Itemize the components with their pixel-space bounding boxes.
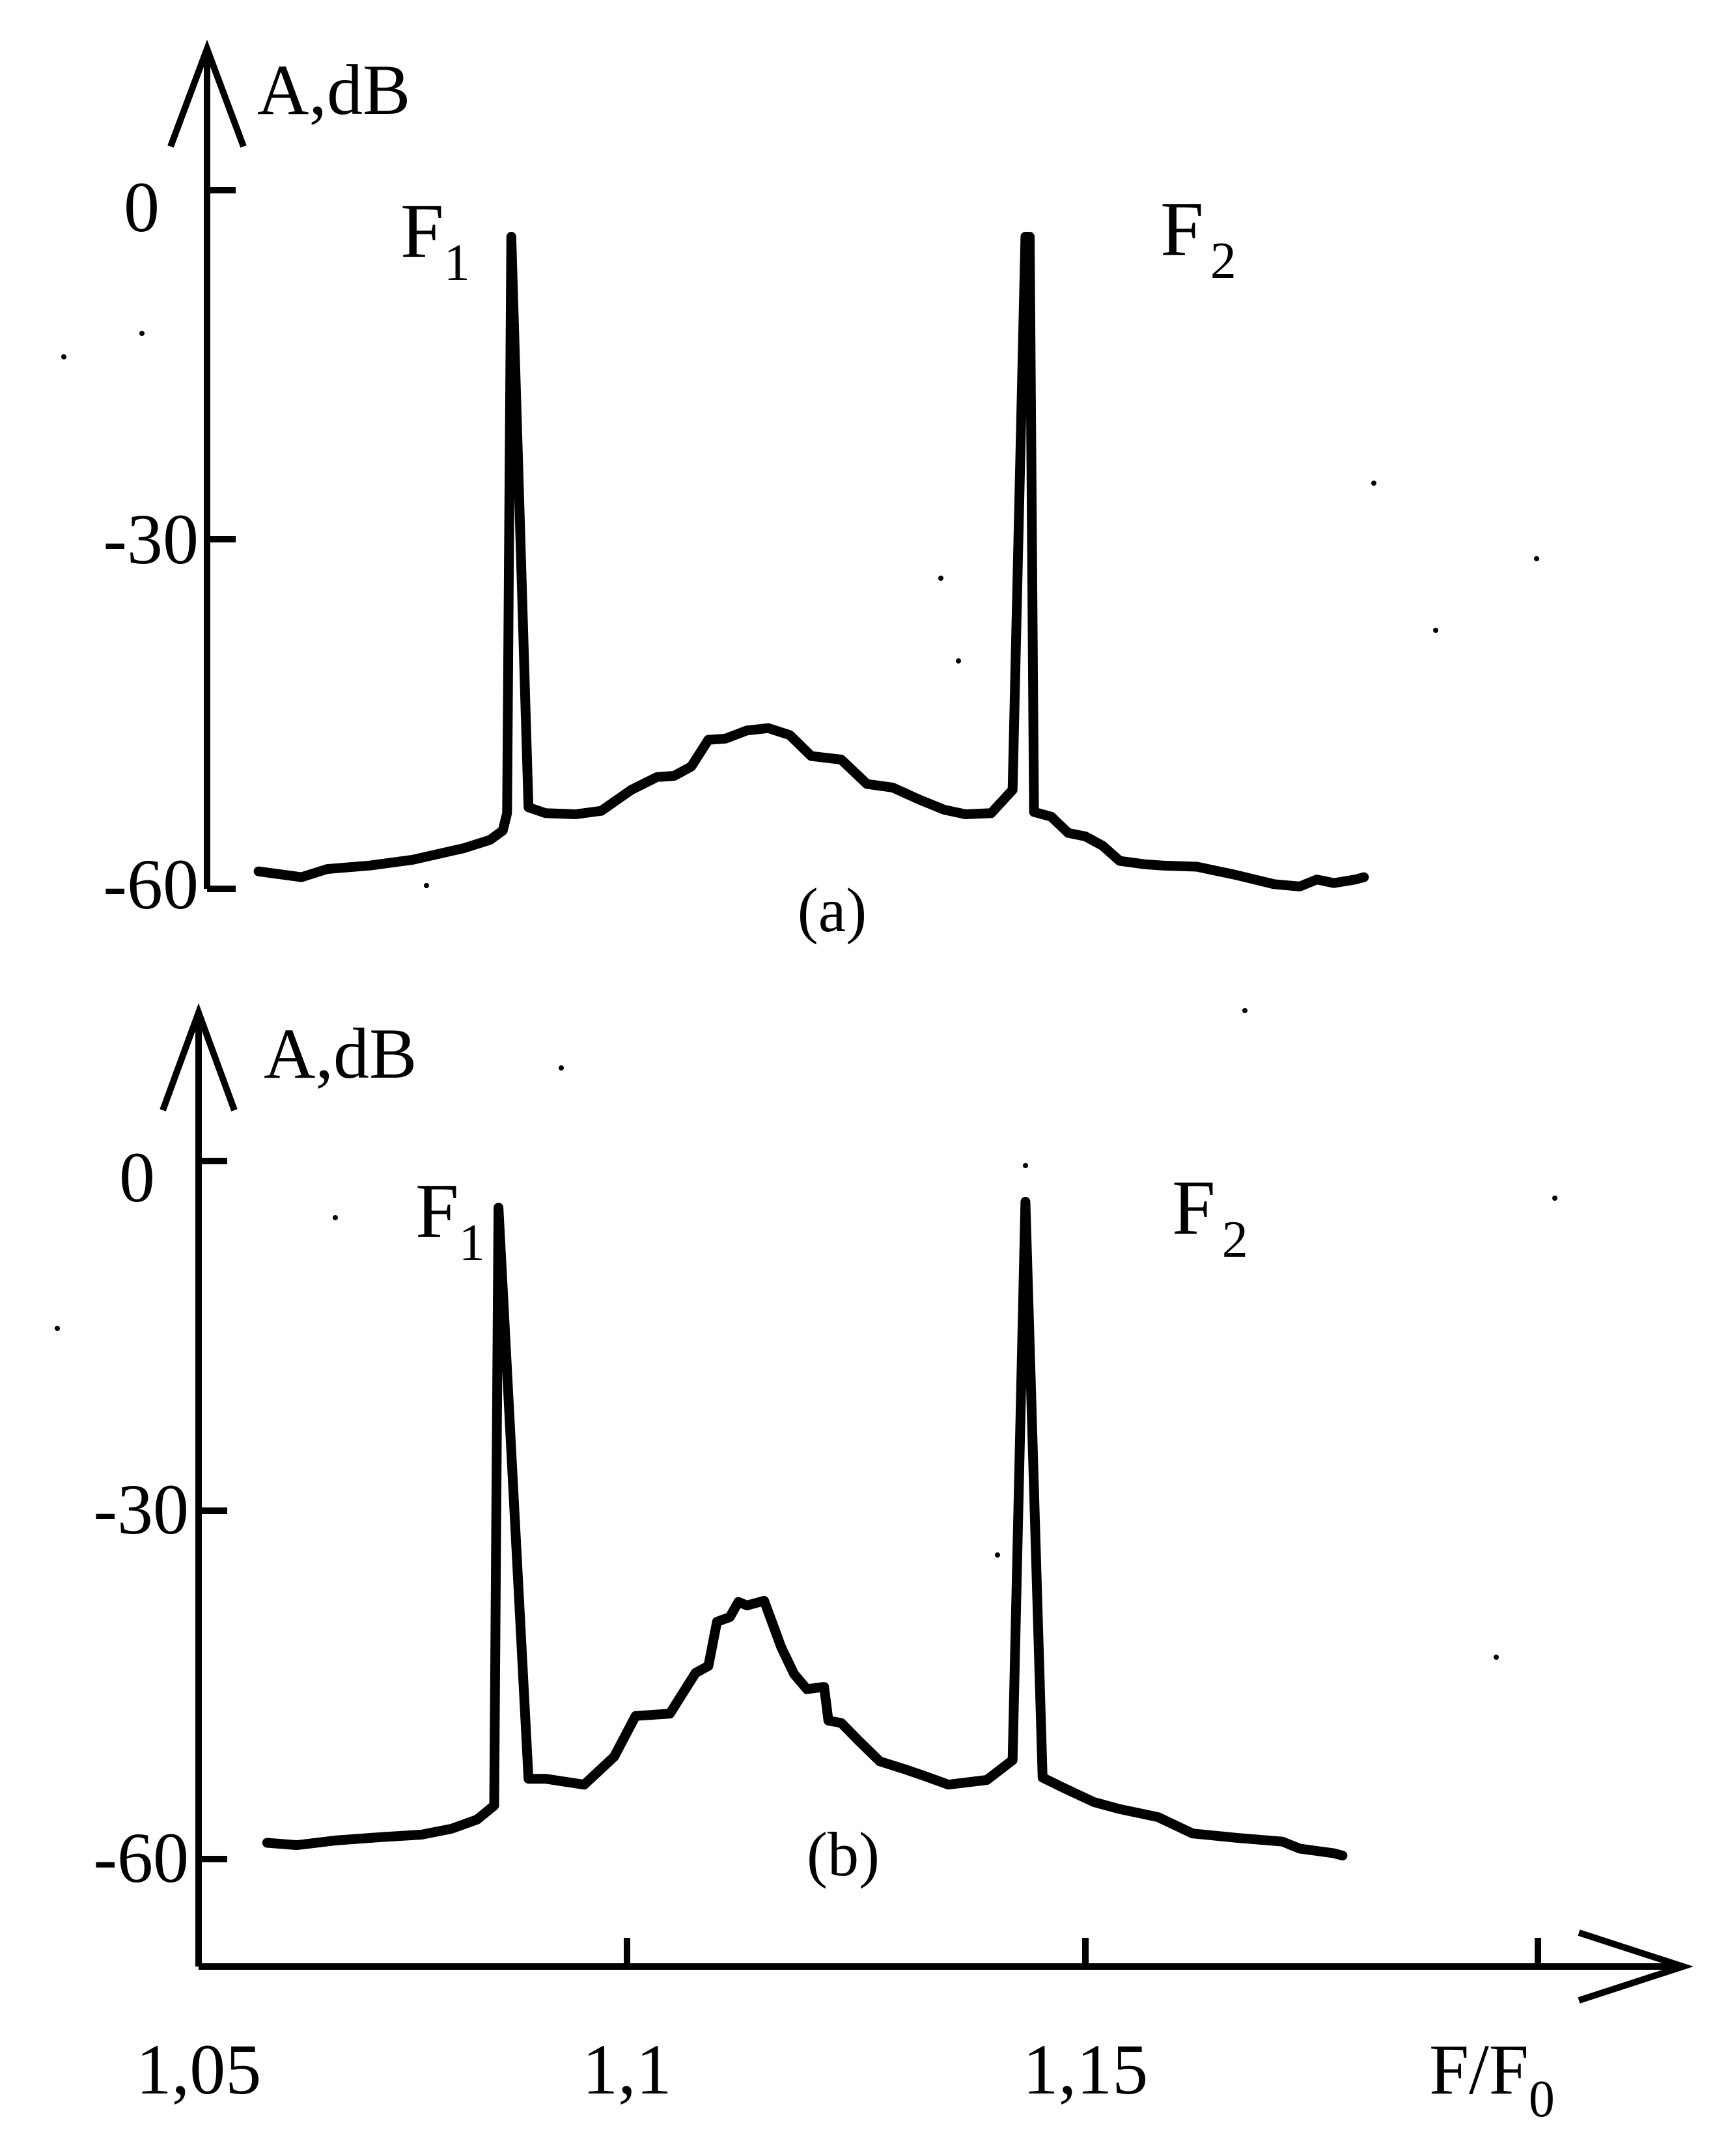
x-tick-label-1-05: 1,05: [136, 2030, 262, 2109]
y-tick-label-a-0: 0: [124, 167, 160, 247]
y-tick-label-b-0: 0: [119, 1138, 155, 1217]
panel-label-b: (b): [807, 1819, 880, 1889]
panel-label-a: (a): [798, 875, 867, 945]
y-tick-label-a-60: -60: [103, 845, 199, 924]
scan-specks: [55, 331, 1557, 1660]
x-axis-label: F/F0: [1429, 2030, 1555, 2128]
series-line-b: [262, 1197, 1348, 1861]
x-tick-label-1-15: 1,15: [1023, 2030, 1149, 2109]
y-axis-b: [160, 1003, 238, 1967]
x-tick-label-1-1: 1,1: [582, 2030, 672, 2109]
peak-label-b-f1: F1: [415, 1168, 485, 1272]
series-line-a: [253, 232, 1369, 891]
peak-label-a-f1: F1: [400, 188, 470, 292]
y-tick-label-b-60: -60: [93, 1818, 189, 1897]
y-tick-label-a-30: -30: [103, 499, 199, 579]
y-tick-label-b-30: -30: [93, 1470, 189, 1549]
y-axis-label-a: A,dB: [257, 50, 410, 130]
x-axis: [199, 1929, 1694, 2004]
y-axis-a: [167, 39, 247, 889]
y-axis-label-b: A,dB: [264, 1014, 417, 1093]
